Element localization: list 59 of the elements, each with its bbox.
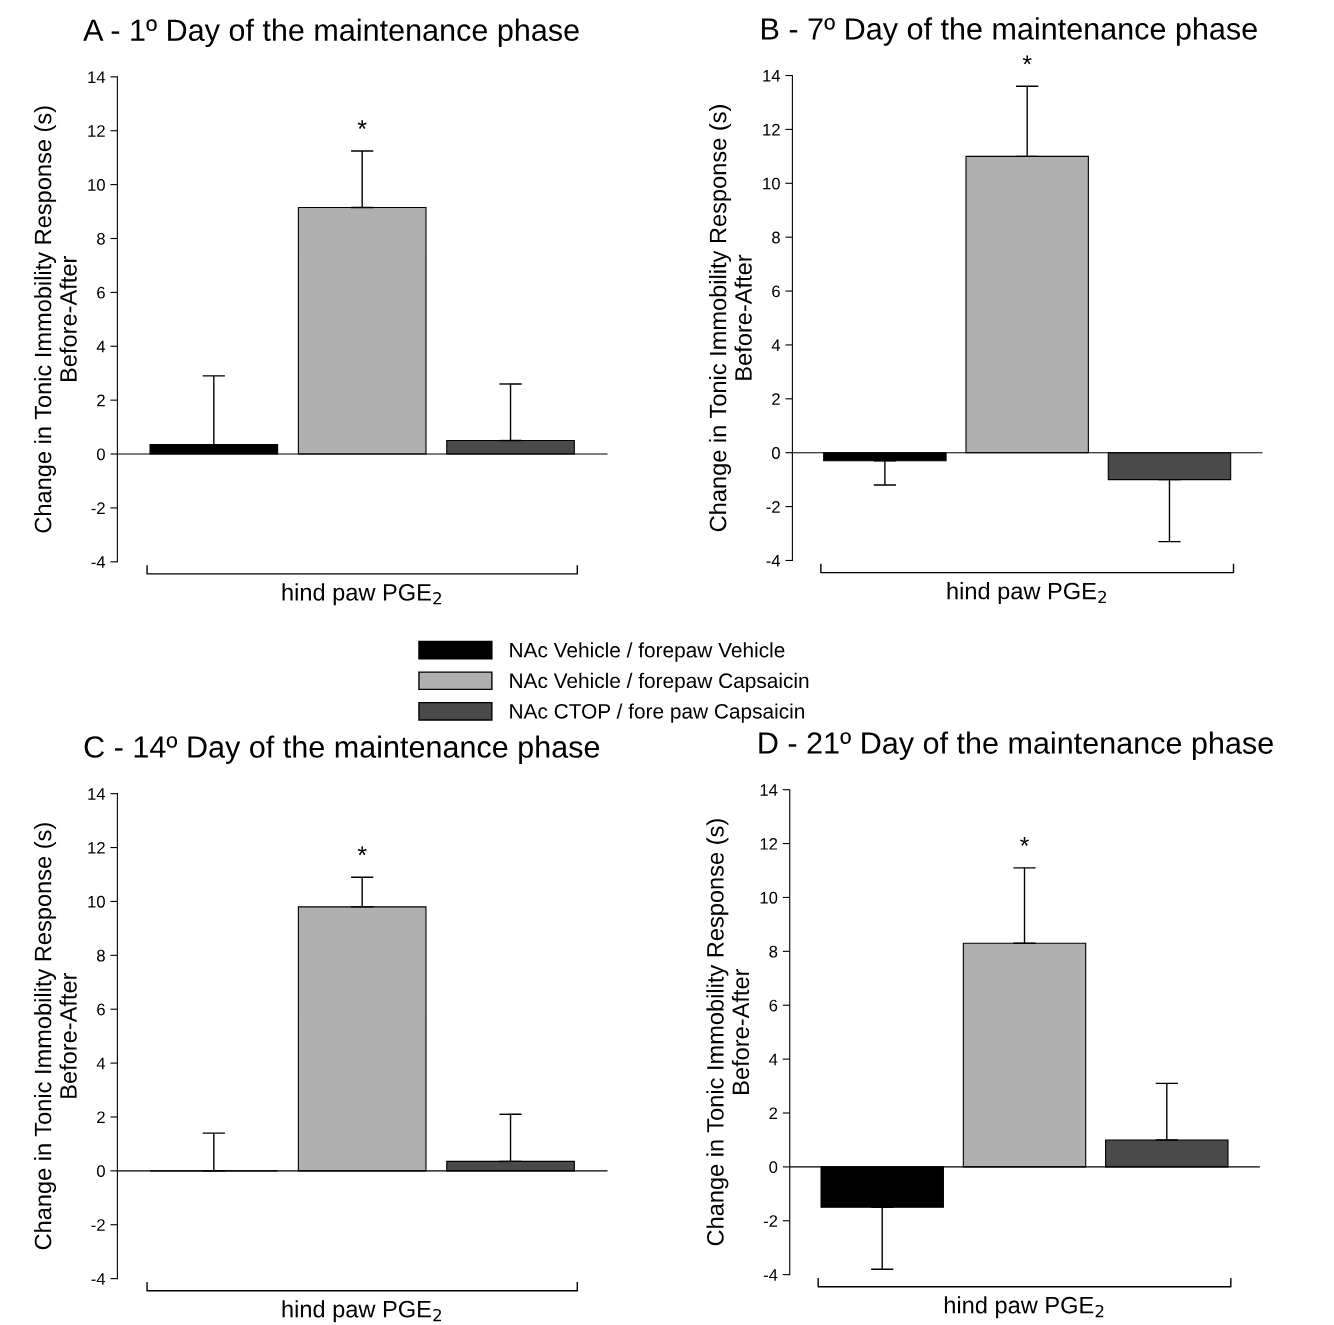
- y-tick-label: 10: [88, 179, 105, 191]
- legend-label: NAc Vehicle / forepaw Capsaicin: [510, 672, 809, 693]
- chart-title: A - 1º Day of the maintenance phase: [83, 18, 579, 48]
- y-tick-label: 14: [88, 71, 106, 83]
- y-tick-label: 0: [769, 1161, 778, 1174]
- y-tick-label: 2: [97, 394, 105, 407]
- y-tick-label: 6: [769, 999, 778, 1012]
- x-axis-title: hind paw PGE$_{2}$: [282, 1300, 441, 1323]
- y-tick-label: 0: [96, 1165, 105, 1178]
- y-tick-label: 4: [771, 339, 781, 351]
- y-tick-label: 4: [96, 1057, 106, 1070]
- y-tick-label: 4: [769, 1053, 778, 1066]
- y-tick-label: 8: [97, 949, 105, 962]
- y-tick-label: 2: [772, 393, 780, 405]
- x-axis-title: hind paw PGE$_{2}$: [944, 1296, 1104, 1319]
- text: *: [1022, 55, 1032, 65]
- y-axis-title: Change in Tonic Immobility Response (s) Before-After: [706, 819, 750, 1246]
- y-tick-label: -4: [91, 556, 106, 568]
- y-tick-label: 6: [97, 286, 105, 299]
- y-tick-label: 4: [96, 340, 106, 353]
- y-tick-label: -4: [91, 1273, 106, 1285]
- y-tick-label: 6: [772, 285, 780, 298]
- y-tick-label: 2: [97, 1111, 105, 1124]
- y-tick-label: 10: [760, 891, 778, 904]
- y-tick-label: 8: [772, 231, 780, 244]
- annotation: *: [357, 846, 367, 856]
- y-tick-label: -4: [766, 555, 781, 567]
- legend-label: NAc Vehicle / forepaw Vehicle: [510, 642, 785, 662]
- y-tick-label: 12: [88, 125, 105, 137]
- y-tick-label: 0: [771, 447, 780, 459]
- chart-title: D - 21º Day of the maintenance phase: [759, 731, 1273, 760]
- x-axis-title: hind paw PGE$_{2}$: [947, 582, 1106, 605]
- annotation: *: [1020, 837, 1029, 846]
- y-tick-label: 12: [88, 841, 105, 854]
- y-tick-label: 8: [97, 232, 105, 245]
- annotation: *: [357, 120, 367, 129]
- y-axis-title: Change in Tonic Immobility Response (s) Before-After: [34, 823, 77, 1250]
- legend-label: NAc CTOP / fore paw Capsaicin: [510, 703, 805, 723]
- y-tick-label: -2: [763, 1215, 778, 1227]
- y-axis-title: Change in Tonic Immobility Response (s) Before-After: [34, 106, 77, 533]
- y-axis-title: Change in Tonic Immobility Response (s) Before-After: [709, 105, 752, 532]
- y-tick-label: -2: [91, 1219, 105, 1231]
- y-tick-label: 14: [760, 784, 778, 796]
- y-tick-label: 8: [769, 945, 778, 958]
- y-tick-label: -2: [766, 500, 780, 513]
- y-tick-label: 14: [763, 70, 781, 82]
- chart-title: B - 7º Day of the maintenance phase: [762, 17, 1257, 46]
- y-tick-label: -4: [763, 1269, 778, 1281]
- y-tick-label: 6: [97, 1003, 105, 1016]
- y-tick-label: 2: [769, 1107, 778, 1120]
- y-tick-label: 14: [88, 788, 106, 800]
- y-tick-label: 0: [96, 448, 105, 461]
- y-tick-label: 10: [763, 177, 780, 190]
- chart-title: C - 14º Day of the maintenance phase: [84, 735, 600, 764]
- y-tick-label: -2: [91, 502, 105, 514]
- y-tick-label: 12: [760, 837, 778, 850]
- x-axis-title: hind paw PGE$_{2}$: [282, 583, 441, 606]
- y-tick-label: 10: [88, 895, 105, 908]
- y-tick-label: 12: [763, 123, 780, 136]
